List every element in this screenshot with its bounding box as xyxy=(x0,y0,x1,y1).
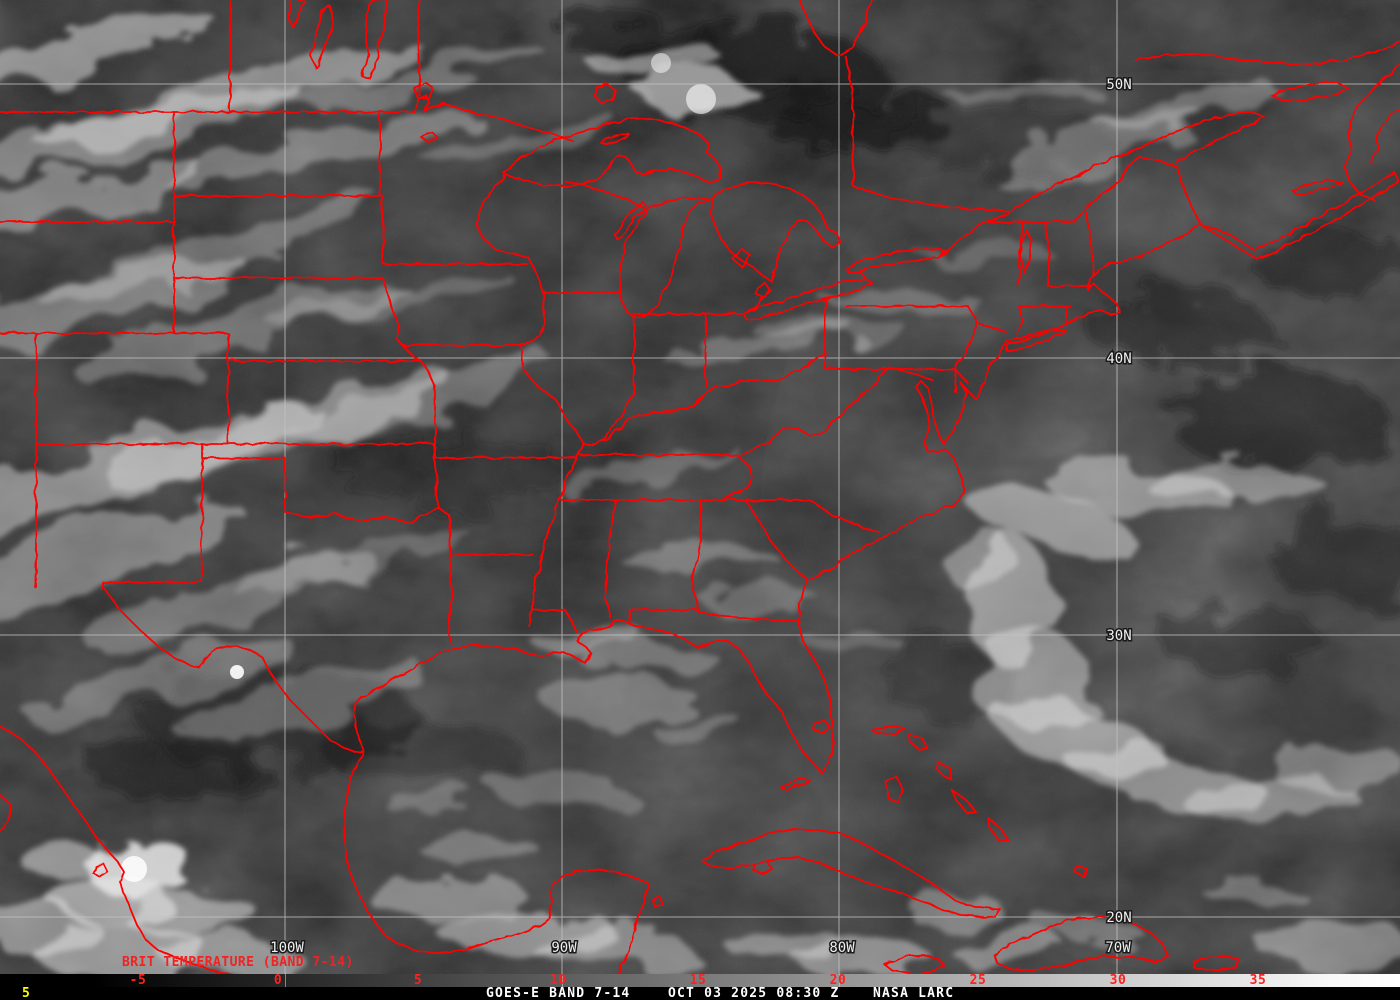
east-gulf-coastline xyxy=(0,283,1121,975)
colorbar-value: 10 xyxy=(549,973,567,988)
product-name: GOES-E BAND 7-14 xyxy=(486,986,631,1000)
colorbar-value: 30 xyxy=(1109,973,1127,988)
longitude-label: 100W xyxy=(270,940,304,956)
caribbean-islands xyxy=(651,725,1239,974)
attribution: NASA LARC xyxy=(873,986,955,1000)
colorbar-value: 5 xyxy=(413,973,423,988)
grid-labels: 50N 40N 30N 20N 100W 90W 80W 70W xyxy=(269,76,1134,958)
river-border-lines xyxy=(104,174,645,753)
product-caption: BRIT TEMPERATURE (BAND 7-14) xyxy=(122,955,354,970)
colorbar-value: 0 xyxy=(273,973,283,988)
state-border-lines xyxy=(0,0,1007,646)
colorbar-value: 35 xyxy=(1249,973,1267,988)
colorbar-gridline-tick xyxy=(285,974,286,987)
colorbar-value: 20 xyxy=(829,973,847,988)
colorbar-gridline-tick xyxy=(562,974,563,987)
longitude-label: 70W xyxy=(1105,940,1131,956)
temperature-colorbar: -5 0 5 10 15 20 25 30 35 xyxy=(0,974,1400,987)
satellite-imagery-layer xyxy=(0,0,1400,975)
longitude-label: 80W xyxy=(829,940,855,956)
colorbar-value: -5 xyxy=(129,973,147,988)
latitude-label: 50N xyxy=(1106,77,1131,93)
great-lakes-outlines xyxy=(503,83,947,321)
latitude-label: 30N xyxy=(1106,628,1131,644)
status-bar: 5 GOES-E BAND 7-14 OCT 03 2025 08:30 Z N… xyxy=(0,987,1400,1000)
satellite-map: 50N 40N 30N 20N 100W 90W 80W 70W xyxy=(0,0,1400,975)
colorbar-value: 25 xyxy=(969,973,987,988)
timestamp: OCT 03 2025 08:30 Z xyxy=(668,986,840,1000)
colorbar-gridline-tick xyxy=(839,974,840,987)
canada-northeast-lines xyxy=(287,0,1400,335)
latitude-label: 40N xyxy=(1106,351,1131,367)
colorbar-gridline-tick xyxy=(1117,974,1118,987)
colorbar-value: 15 xyxy=(689,973,707,988)
frame-indicator: 5 xyxy=(22,986,32,1000)
boundary-overlay xyxy=(0,0,1400,975)
latitude-label: 20N xyxy=(1106,910,1131,926)
longitude-label: 90W xyxy=(551,940,577,956)
